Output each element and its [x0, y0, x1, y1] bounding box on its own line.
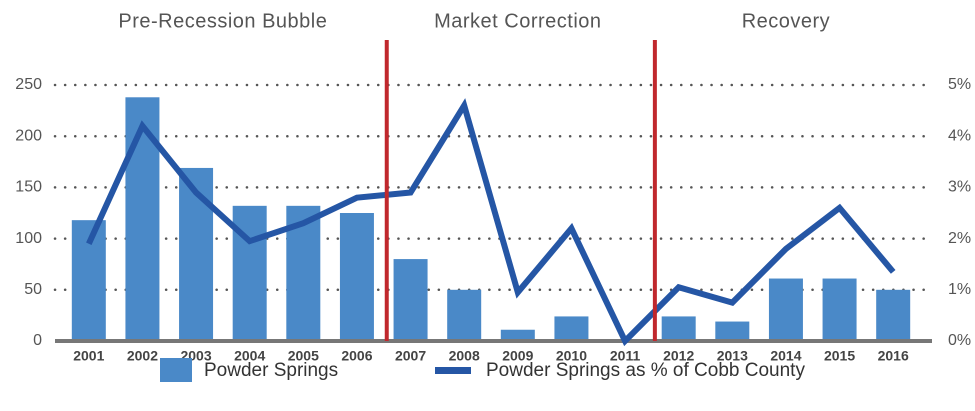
y2-tick-label: 0%: [948, 332, 971, 349]
x-tick-label: 2012: [663, 348, 694, 364]
x-tick-label: 2005: [288, 348, 319, 364]
bar: [125, 97, 160, 342]
period-label: Pre-Recession Bubble: [118, 10, 327, 32]
period-label: Recovery: [742, 10, 830, 32]
bar: [500, 329, 535, 341]
y-tick-label: 100: [15, 230, 42, 247]
bar: [876, 289, 911, 341]
legend-label: Powder Springs as % of Cobb County: [486, 360, 805, 381]
x-tick-label: 2009: [502, 348, 533, 364]
period-label: Market Correction: [434, 10, 601, 32]
bar: [339, 213, 374, 341]
bar: [715, 321, 750, 341]
x-tick-label: 2008: [449, 348, 480, 364]
bar: [447, 289, 482, 341]
x-tick-label: 2011: [610, 348, 641, 364]
x-tick-label: 2010: [556, 348, 587, 364]
x-tick-label: 2015: [824, 348, 855, 364]
y-tick-label: 0: [33, 332, 42, 349]
x-tick-label: 2006: [341, 348, 372, 364]
bar: [661, 316, 696, 341]
x-tick-label: 2001: [73, 348, 104, 364]
y-tick-label: 150: [15, 179, 42, 196]
y2-tick-label: 4%: [948, 127, 971, 144]
bar: [232, 205, 267, 341]
y-tick-label: 200: [15, 127, 42, 144]
y2-tick-label: 1%: [948, 281, 971, 298]
bar: [768, 278, 803, 341]
x-tick-label: 2002: [127, 348, 158, 364]
y2-tick-label: 3%: [948, 179, 971, 196]
bar: [554, 316, 589, 341]
bar: [179, 167, 214, 341]
x-tick-label: 2016: [878, 348, 909, 364]
line-series: [86, 98, 896, 347]
y2-tick-label: 2%: [948, 230, 971, 247]
legend-swatch: [160, 358, 192, 382]
legend-swatch: [435, 367, 471, 374]
x-tick-label: 2004: [234, 348, 265, 364]
bar: [822, 278, 857, 341]
x-tick-label: 2007: [395, 348, 426, 364]
y2-tick-label: 5%: [948, 76, 971, 93]
legend-label: Powder Springs: [204, 360, 338, 381]
x-tick-label: 2014: [770, 348, 801, 364]
y-tick-label: 250: [15, 76, 42, 93]
bar: [393, 259, 428, 341]
x-tick-label: 2013: [717, 348, 748, 364]
y-tick-label: 50: [24, 281, 42, 298]
